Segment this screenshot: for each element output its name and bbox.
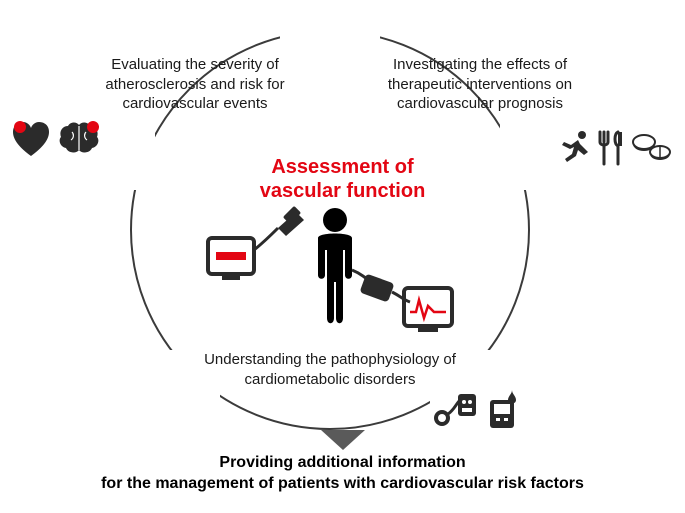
center-graphic	[200, 200, 460, 340]
circle-gap	[280, 20, 380, 50]
runner-icon	[558, 130, 592, 166]
conclusion-text: Providing additional information for the…	[43, 453, 643, 495]
section-bottom: Understanding the pathophysiology of car…	[160, 350, 500, 389]
conclusion-line: for the management of patients with card…	[43, 474, 643, 495]
circle-gap	[500, 110, 540, 190]
cuff-monitor-icon	[352, 270, 395, 303]
glucose-meter-icon	[486, 388, 520, 430]
pills-icon	[630, 132, 672, 164]
cutlery-icon	[596, 130, 626, 166]
section-top-right: Investigating the effects of therapeutic…	[355, 55, 605, 114]
title-line: Assessment of	[260, 155, 426, 179]
brain-icon	[56, 120, 102, 158]
wave-monitor-icon	[392, 288, 452, 332]
conclusion-line: Providing additional information	[43, 453, 643, 474]
arrow-down-icon	[321, 430, 365, 450]
center-title: Assessment of vascular function	[260, 155, 426, 203]
heart-icon	[10, 120, 52, 158]
probe-icon	[278, 206, 304, 236]
section-top-left: Evaluating the severity of atheroscleros…	[75, 55, 315, 114]
circle-gap	[115, 110, 155, 190]
bp-cuff-icon	[430, 390, 480, 430]
person-icon	[318, 208, 352, 323]
ultrasound-device-icon	[208, 228, 278, 280]
diagram-container: Assessment of vascular function Evaluati…	[0, 0, 685, 513]
